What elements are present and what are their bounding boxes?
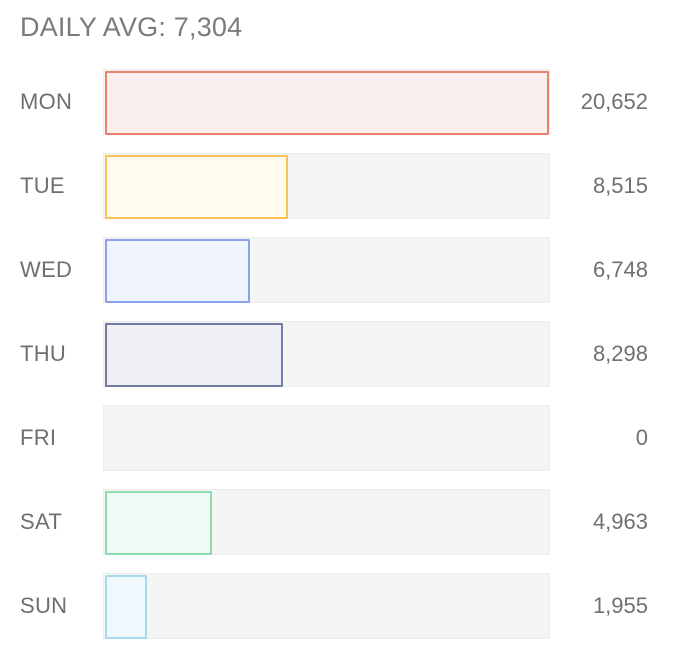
bar-row-sat: SAT 4,963 (0, 489, 680, 555)
bar-row-sun: SUN 1,955 (0, 573, 680, 639)
bar-wed (105, 239, 250, 303)
bar-track (103, 405, 550, 471)
value-label: 6,748 (592, 257, 648, 282)
bar-row-thu: THU 8,298 (0, 321, 680, 387)
day-label: WED (20, 257, 73, 282)
value-label: 1,955 (592, 593, 648, 618)
bar-track (103, 153, 550, 219)
bar-row-mon: MON 20,652 (0, 69, 680, 135)
value-label: 4,963 (592, 509, 648, 534)
bar-track (103, 321, 550, 387)
bar-thu (105, 323, 283, 387)
day-label: SUN (20, 593, 68, 618)
day-label: SAT (20, 509, 63, 534)
bar-row-wed: WED 6,748 (0, 237, 680, 303)
value-label: 8,515 (592, 173, 648, 198)
bar-tue (105, 155, 288, 219)
bar-row-tue: TUE 8,515 (0, 153, 680, 219)
value-label: 8,298 (592, 341, 648, 366)
day-label: FRI (20, 425, 57, 450)
value-label: 20,652 (580, 89, 648, 114)
day-label: MON (20, 89, 73, 114)
bar-row-fri: FRI 0 (0, 405, 680, 471)
bar-mon (105, 71, 549, 135)
daily-average-header: DAILY AVG: 7,304 (20, 12, 243, 42)
day-label: THU (20, 341, 67, 366)
bar-sun (105, 575, 147, 639)
bar-track (103, 69, 550, 135)
bar-track (103, 489, 550, 555)
bar-track (103, 573, 550, 639)
bar-sat (105, 491, 212, 555)
bar-track (103, 237, 550, 303)
day-label: TUE (20, 173, 65, 198)
value-label: 0 (635, 425, 648, 450)
